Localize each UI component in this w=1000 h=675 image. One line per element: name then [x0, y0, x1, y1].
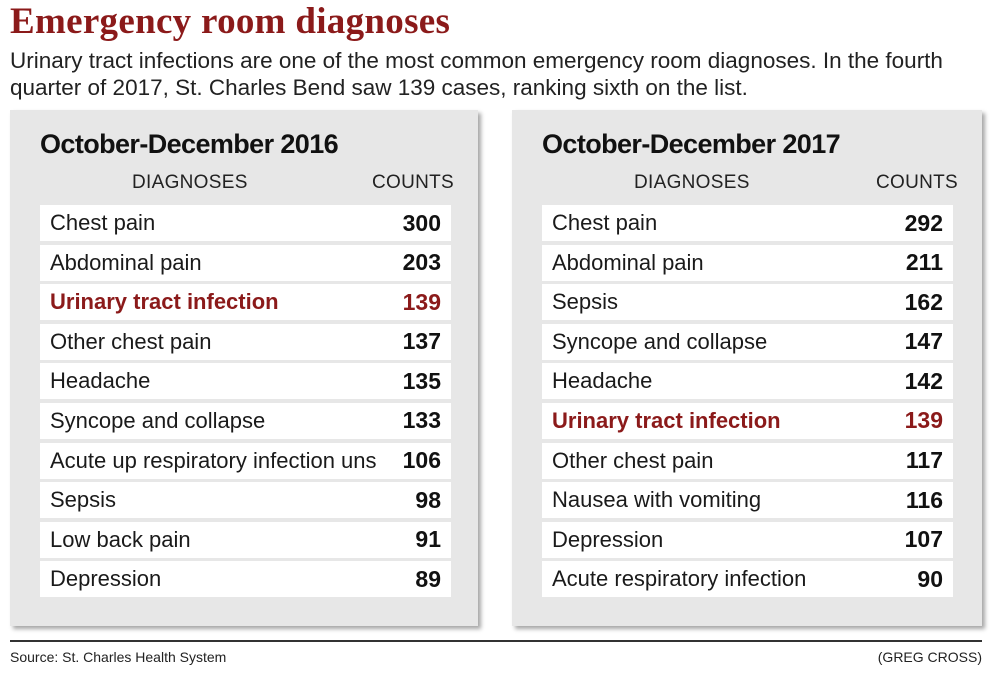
table-row: Syncope and collapse 133	[40, 402, 451, 439]
count-value: 106	[402, 447, 441, 474]
table-row: Sepsis 98	[40, 482, 451, 519]
diagnosis-label: Depression	[552, 526, 664, 552]
diagnosis-label: Syncope and collapse	[552, 328, 768, 354]
count-value: 300	[402, 209, 441, 236]
column-header-diagnoses: DIAGNOSES	[132, 172, 248, 193]
diagnosis-label: Acute respiratory infection	[552, 566, 807, 592]
count-value: 98	[415, 486, 441, 513]
count-value: 137	[402, 328, 441, 355]
diagnosis-label: Other chest pain	[50, 328, 212, 354]
table-row: Syncope and collapse 147	[542, 323, 953, 360]
table-row-highlighted: Urinary tract infection 139	[40, 284, 451, 321]
table-row: Depression 107	[542, 521, 953, 558]
credit-note: (GREG CROSS)	[877, 649, 982, 665]
table-row: Chest pain 300	[40, 205, 451, 241]
count-value: 292	[904, 209, 943, 236]
count-value: 107	[904, 526, 943, 553]
table-row: Nausea with vomiting 116	[542, 482, 953, 519]
panel-title: October-December 2017	[542, 129, 841, 159]
diagnosis-label: Other chest pain	[552, 447, 714, 473]
table-row: Depression 89	[40, 561, 451, 598]
diagnosis-label: Low back pain	[50, 526, 191, 552]
table-row: Acute up respiratory infection uns 106	[40, 442, 451, 479]
diagnosis-label: Headache	[50, 368, 151, 394]
count-value: 211	[905, 249, 943, 276]
table-row: Acute respiratory infection 90	[542, 561, 953, 598]
table-rows: Chest pain 292 Abdominal pain 211 Sepsis 162 S…	[542, 205, 953, 601]
table-row: Abdominal pain 203	[40, 244, 451, 281]
diagnosis-label: Sepsis	[50, 487, 117, 513]
panel-title: October-December 2016	[40, 129, 339, 159]
diagnosis-label: Urinary tract infection	[50, 289, 279, 315]
table-row: Headache 142	[542, 363, 953, 400]
table-row: Low back pain 91	[40, 521, 451, 558]
count-value: 117	[905, 447, 943, 474]
count-value: 162	[904, 288, 943, 315]
count-value: 147	[904, 328, 943, 355]
table-row: Abdominal pain 211	[542, 244, 953, 281]
table-row: Other chest pain 117	[542, 442, 953, 479]
diagnosis-label: Acute up respiratory infection uns	[50, 447, 377, 473]
table-rows: Chest pain 300 Abdominal pain 203 Urinary tr…	[40, 205, 451, 601]
diagnosis-label: Abdominal pain	[50, 249, 202, 275]
count-value: 139	[402, 288, 441, 315]
column-header-diagnoses: DIAGNOSES	[634, 172, 750, 193]
source-note: Source: St. Charles Health System	[10, 649, 227, 665]
table-row: Sepsis 162	[542, 284, 953, 321]
count-value: 90	[917, 565, 943, 592]
count-value: 89	[415, 565, 441, 592]
diagnosis-label: Headache	[552, 368, 653, 394]
column-header-counts: COUNTS	[371, 172, 454, 193]
diagnosis-label: Depression	[50, 566, 162, 592]
column-header-counts: COUNTS	[875, 172, 958, 193]
table-row: Headache 135	[40, 363, 451, 400]
table-row-highlighted: Urinary tract infection 139	[542, 402, 953, 439]
diagnosis-label: Nausea with vomiting	[552, 487, 762, 513]
diagnosis-label: Syncope and collapse	[50, 407, 266, 433]
table-panel-2017: October-December 2017 DIAGNOSES COUNTS C…	[512, 110, 982, 626]
count-value: 135	[402, 367, 441, 394]
table-panel-2016: October-December 2016 DIAGNOSES COUNTS C…	[10, 110, 478, 626]
diagnosis-label: Sepsis	[552, 289, 619, 315]
diagnosis-label: Chest pain	[552, 210, 658, 235]
page-title: Emergency room diagnoses	[10, 1, 451, 42]
table-row: Other chest pain 137	[40, 323, 451, 360]
intro-text: Urinary tract infections are one of the …	[10, 48, 943, 100]
count-value: 133	[402, 407, 441, 434]
diagnosis-label: Urinary tract infection	[552, 407, 781, 433]
count-value: 142	[904, 367, 943, 394]
table-row: Chest pain 292	[542, 205, 953, 241]
diagnosis-label: Chest pain	[50, 210, 156, 235]
footer-rule	[10, 640, 982, 642]
count-value: 116	[905, 486, 943, 513]
diagnosis-label: Abdominal pain	[552, 249, 704, 275]
count-value: 91	[415, 526, 441, 553]
count-value: 139	[904, 407, 943, 434]
count-value: 203	[402, 249, 441, 276]
